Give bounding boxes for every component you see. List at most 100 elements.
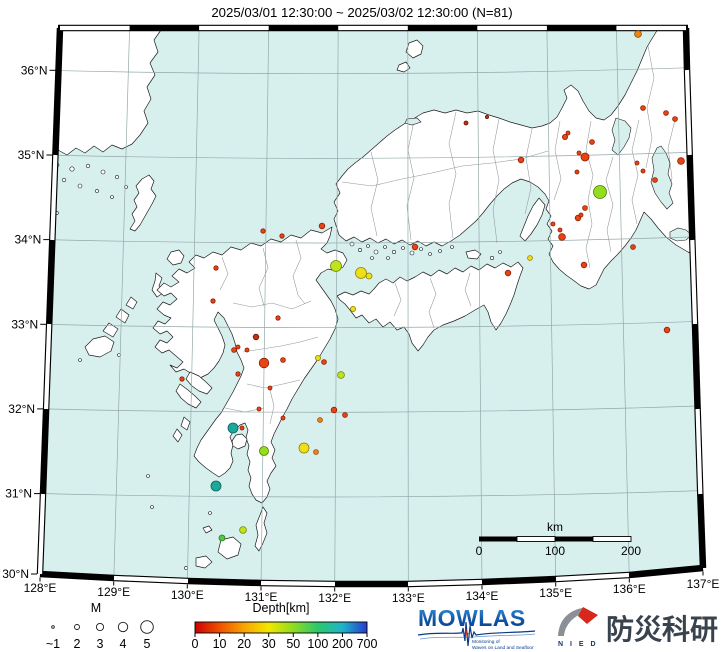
earthquake-marker [259,446,269,456]
lat-tick-label: 35°N [18,148,45,162]
earthquake-marker [663,326,671,334]
seto-inland-islands [349,241,502,260]
meridian-line [407,28,409,584]
iki-island [166,249,185,266]
earthquake-marker [634,160,640,166]
earthquake-marker [484,115,489,120]
lat-tick-label: 36°N [21,63,48,77]
earthquake-marker [578,212,584,218]
lon-tick-label: 130°E [171,588,204,602]
scale-bar-label: 200 [621,544,641,558]
meridian-line [113,28,130,583]
earthquake-marker [317,417,323,423]
earthquake-marker [314,354,321,361]
earthquake-marker [330,406,338,414]
earthquake-marker [463,120,469,126]
magnitude-legend-circle [95,622,105,632]
earthquake-marker [527,255,533,261]
earthquake-marker [235,371,241,377]
earthquake-marker [593,185,607,199]
earthquake-marker [550,221,556,227]
earthquake-marker [582,205,588,211]
earthquake-marker [275,315,281,321]
tanegashima-island [254,506,268,552]
magnitude-legend-label: ~1 [46,637,60,651]
earthquake-marker [244,347,250,353]
earthquake-marker [235,344,241,350]
earthquake-marker [321,359,327,365]
earthquake-marker [640,168,646,174]
earthquake-marker [342,412,348,418]
amakusa-islands [175,371,213,409]
mowlas-logo: MOWLAS Monitoring of Waves on Land and S… [417,605,536,651]
lat-tick-label: 32°N [8,402,35,416]
parallel-line [44,151,702,159]
meridian-line [260,28,270,584]
depth-legend-title: Depth[km] [253,601,310,615]
map-frame [36,24,707,588]
lat-tick-label: 34°N [14,233,41,247]
depth-tick-label: 30 [262,637,276,651]
earthquake-marker [239,425,245,431]
earthquake-marker [210,298,216,304]
koshikijima-islands [172,416,191,443]
earthquake-marker [365,272,373,280]
earthquake-marker [580,152,590,162]
earthquake-marker [337,371,345,379]
parallel-line [44,236,702,244]
depth-tick-label: 0 [192,637,199,651]
magnitude-legend-label: 5 [144,637,151,651]
graticule [44,28,702,584]
earthquake-marker [557,227,563,233]
lon-tick-label: 128°E [24,581,57,595]
depth-tick-label: 700 [357,637,378,651]
parallel-line [44,405,702,413]
nied-acronym: N I E D [558,641,598,648]
earthquake-marker [267,385,273,391]
earthquake-marker [630,244,636,250]
nied-logo: N I E D 防災科研 [558,607,718,648]
map-canvas [40,28,703,584]
magnitude-legend-label: 4 [120,637,127,651]
magnitude-legend-label: 2 [74,637,81,651]
lat-tick-label: 30°N [2,567,29,581]
yakushima-island [217,536,242,560]
depth-tick-label: 200 [332,637,353,651]
earthquake-marker [280,357,286,363]
lon-tick-label: 134°E [466,589,499,603]
lon-tick-label: 129°E [97,585,130,599]
axis-labels: 128°E 129°E 130°E 131°E 132°E 133°E 134°E 135°E… [2,63,719,605]
mowlas-subtitle-line1: Monitoring of [472,639,500,645]
lat-tick-label: 31°N [5,487,32,501]
mowlas-subtitle-line2: Waves on Land and Seafloor [472,645,534,651]
oki-islands [396,39,424,73]
earthquake-marker [318,222,326,230]
earthquake-marker [279,233,285,239]
lon-tick-label: 133°E [392,591,425,605]
lon-tick-label: 132°E [318,591,351,605]
depth-tick-label: 10 [213,637,227,651]
magnitude-legend-label: 3 [97,637,104,651]
earthquake-marker [504,269,512,277]
shikoku-landmass [336,261,524,352]
kuchinoerabu-island [202,525,213,534]
earthquake-marker [517,156,525,164]
earthquake-marker [258,357,270,369]
earthquake-marker [574,169,580,175]
depth-tick-label: 50 [286,637,300,651]
depth-tick-label: 20 [237,637,251,651]
nied-name: 防災科研 [606,614,718,645]
meridian-line [186,28,200,584]
magnitude-legend: M ~1 2 3 4 5 [46,601,154,651]
earthquake-marker [313,449,319,455]
earthquake-marker [565,130,571,136]
lon-tick-label: 136°E [613,582,646,596]
earthquake-marker [411,243,419,251]
earthquake-marker [355,267,367,279]
earthquake-marker [239,526,247,534]
earthquake-marker [231,347,237,353]
earthquake-marker [562,133,569,140]
earthquake-marker [210,480,222,492]
